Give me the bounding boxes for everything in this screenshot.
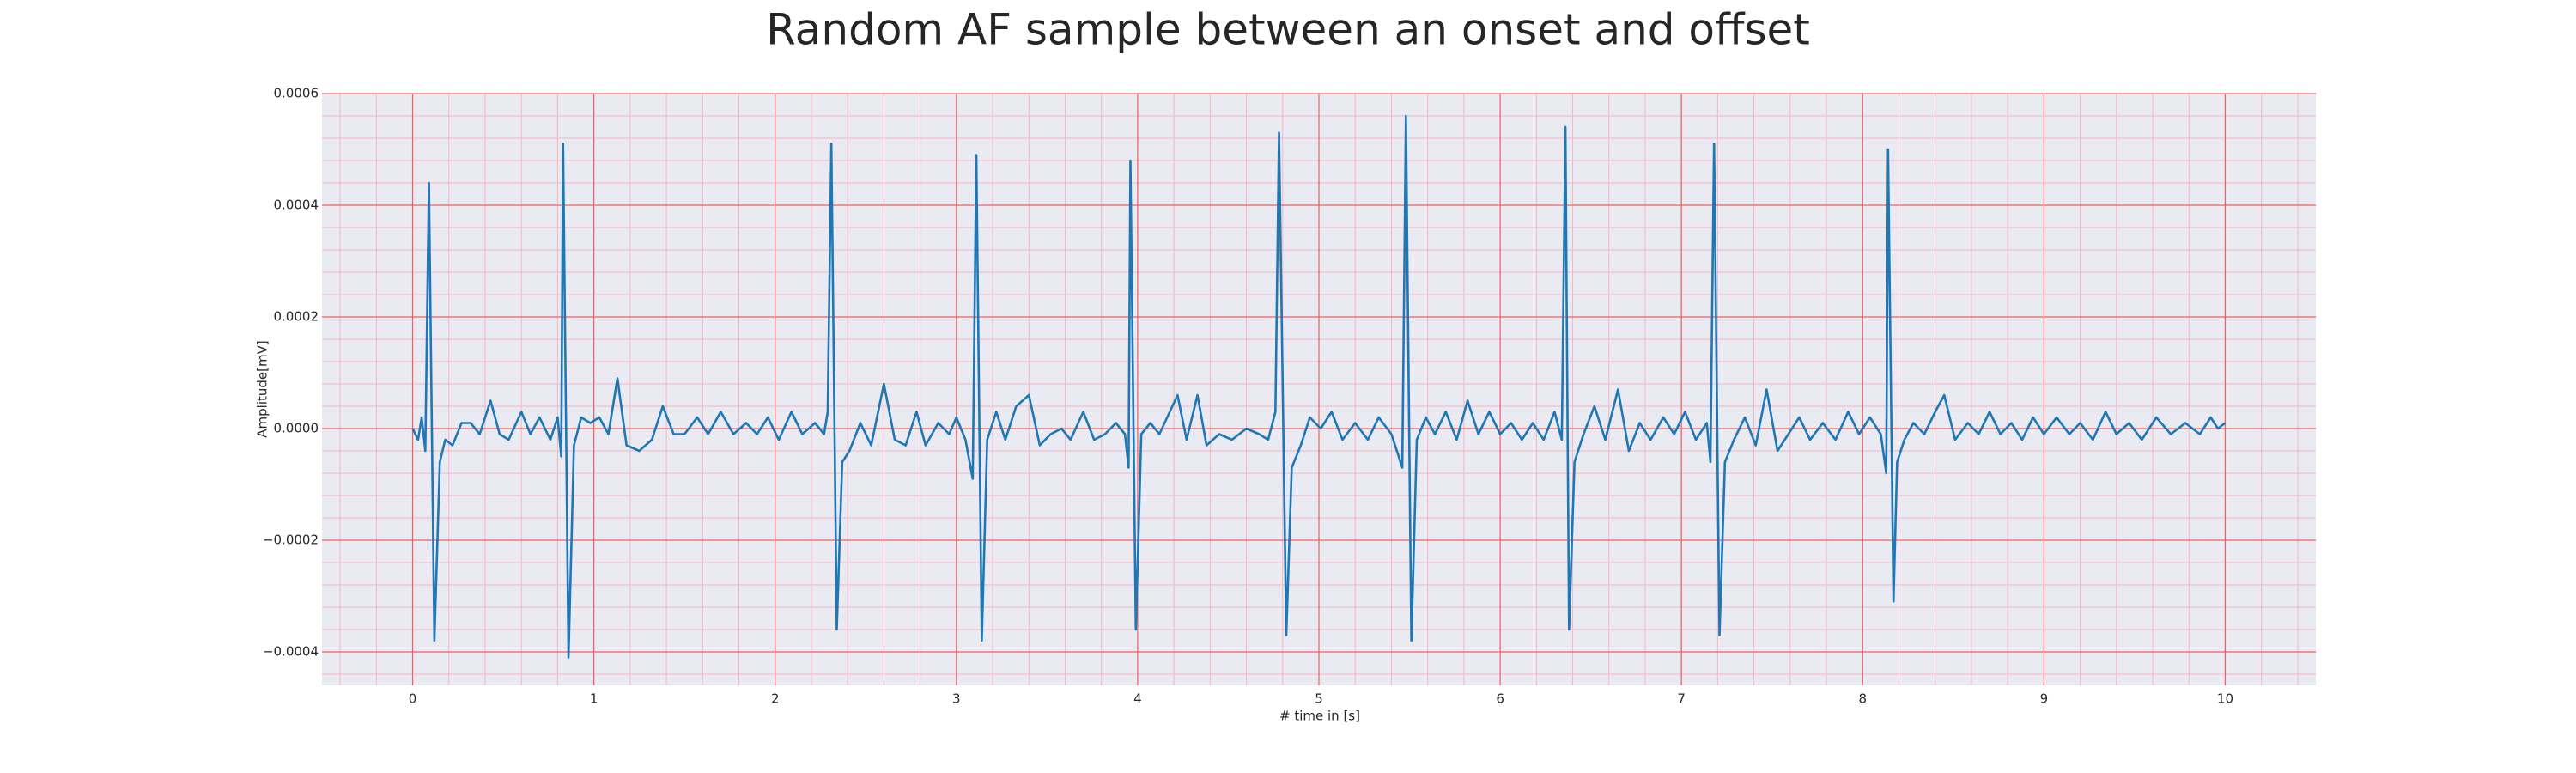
y-tick-label: −0.0002 xyxy=(263,533,319,548)
y-tick-label: 0.0002 xyxy=(274,309,319,325)
y-axis-label: Amplitude[mV] xyxy=(255,340,270,437)
x-tick-label: 3 xyxy=(952,691,961,707)
x-tick-label: 2 xyxy=(771,691,780,707)
y-tick-label: 0.0006 xyxy=(274,86,319,101)
x-tick-label: 0 xyxy=(409,691,417,707)
y-tick-label: 0.0000 xyxy=(274,421,319,436)
y-tick-label: 0.0004 xyxy=(274,198,319,213)
x-tick-label: 1 xyxy=(590,691,598,707)
y-tick-label: −0.0004 xyxy=(263,644,319,660)
x-tick-label: 6 xyxy=(1496,691,1504,707)
x-tick-label: 5 xyxy=(1315,691,1323,707)
x-tick-label: 10 xyxy=(2217,691,2233,707)
x-tick-label: 7 xyxy=(1677,691,1686,707)
x-tick-label: 8 xyxy=(1858,691,1867,707)
chart-title: Random AF sample between an onset and of… xyxy=(766,5,1810,55)
x-tick-label: 9 xyxy=(2040,691,2049,707)
x-axis-label: # time in [s] xyxy=(1279,709,1360,724)
signal-line xyxy=(411,114,2227,659)
x-tick-label: 4 xyxy=(1133,691,1142,707)
